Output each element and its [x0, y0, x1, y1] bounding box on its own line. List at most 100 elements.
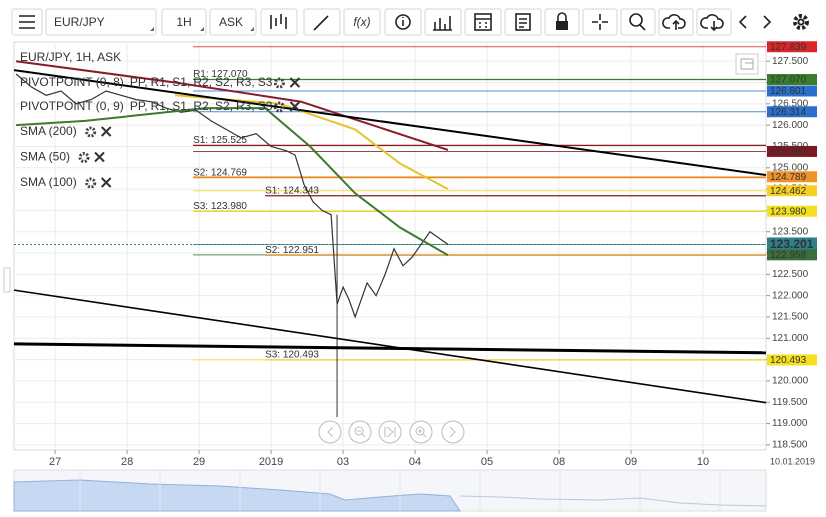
chart-type-button[interactable]: [260, 8, 298, 36]
legend-sma-name: SMA (50): [20, 150, 70, 164]
symbol-text: EUR/JPY: [54, 15, 105, 29]
legend-settings[interactable]: [273, 77, 285, 89]
popout-button[interactable]: [735, 53, 759, 75]
legend-pivot-item: R3,: [236, 99, 255, 113]
legend-pivot-name: PIVOTPOINT (0, 9): [20, 99, 124, 113]
x-corner-label: 10.01.2019: [770, 456, 815, 466]
price-tag: [767, 237, 817, 252]
next-button[interactable]: [758, 9, 778, 35]
crosshair-button[interactable]: [582, 8, 618, 36]
price-tag-label: 126.801: [770, 86, 807, 97]
calendar-button[interactable]: [464, 8, 502, 36]
nav-reset[interactable]: [378, 420, 402, 444]
y-tick-label: 122.000: [772, 290, 809, 301]
upload-button[interactable]: [658, 8, 694, 36]
toolbar: EUR/JPY 1H ASK f(x): [0, 0, 826, 40]
x-tick-label: 09: [625, 456, 637, 468]
price-tag: [767, 106, 817, 118]
settings-button[interactable]: [793, 14, 809, 30]
navigator: [13, 469, 767, 512]
legend-pivot-item: R1,: [151, 99, 170, 113]
nav-zoom-out[interactable]: [348, 420, 372, 444]
sma-line: [16, 107, 449, 257]
y-tick-label: 119.000: [772, 418, 808, 429]
side-text: ASK: [219, 15, 243, 29]
legend-settings[interactable]: [273, 101, 285, 113]
price-tag-label: 125.383: [770, 147, 807, 158]
pivot-label: S1: 125.525: [193, 135, 247, 146]
legend-sma-name: SMA (100): [20, 175, 77, 189]
notes-button[interactable]: [504, 8, 542, 36]
timeframe-text: 1H: [176, 15, 191, 29]
pivot-label: S1: 124.343: [265, 185, 319, 196]
y-tick-label: 127.500: [772, 56, 809, 67]
legend-pivot-item: R1,: [151, 75, 170, 89]
grid: [14, 42, 766, 450]
y-tick-label: 120.000: [772, 376, 809, 387]
timeframe-select[interactable]: 1H: [161, 8, 207, 36]
gear-icon: [273, 101, 285, 113]
zoom-button[interactable]: [620, 8, 656, 36]
price-tag-label: 126.314: [770, 107, 807, 118]
legend-pivot-item: S2,: [215, 99, 233, 113]
legend-remove[interactable]: [100, 177, 112, 188]
chart-navigation: [318, 420, 465, 444]
lock-button[interactable]: [544, 8, 580, 36]
legend-remove[interactable]: [94, 151, 105, 163]
info-button[interactable]: [384, 8, 422, 36]
side-handle[interactable]: [3, 267, 11, 293]
y-tick-label: 121.500: [772, 312, 809, 323]
pivot-label: R1: 127.070: [193, 69, 248, 80]
price-tag-label: 127.070: [770, 75, 807, 86]
legend-pivot-item: PP,: [130, 99, 148, 113]
function-text: f(x): [353, 15, 370, 29]
nav-zoom-in[interactable]: [409, 420, 433, 444]
nav-left[interactable]: [318, 420, 342, 444]
price-tag: [767, 171, 817, 183]
legend-remove[interactable]: [289, 101, 301, 112]
plot: R1: 127.070 S1: 125.525 S2: 124.769 S1: 124…: [13, 46, 767, 418]
price-tag-label: 120.493: [770, 355, 807, 366]
gear-icon[interactable]: [78, 152, 90, 163]
y-tick-label: 123.500: [772, 226, 809, 237]
draw-button[interactable]: [303, 8, 341, 36]
y-tick-label: 119.500: [772, 397, 808, 408]
y-tick-label: 126.000: [772, 120, 809, 131]
pivot-label: S2: 122.951: [265, 245, 319, 256]
legend-pivot-item: R2,: [193, 75, 212, 89]
symbol-select[interactable]: EUR/JPY: [45, 8, 157, 36]
gear-icon[interactable]: [85, 126, 97, 138]
trendline: [13, 342, 767, 355]
menu-button[interactable]: [11, 8, 43, 36]
legend-remove[interactable]: [289, 77, 301, 88]
side-select[interactable]: ASK: [209, 8, 257, 36]
download-button[interactable]: [696, 8, 732, 36]
legend-pivot-item: S1,: [172, 75, 190, 89]
x-tick-label: 2019: [259, 456, 283, 468]
function-button[interactable]: f(x): [343, 8, 381, 36]
pivot-label: S3: 123.980: [193, 201, 247, 212]
x-tick-label: 28: [121, 456, 133, 468]
nav-right[interactable]: [441, 420, 465, 444]
x-tick-label: 27: [49, 456, 61, 468]
price-tag-label: 123.201: [770, 237, 814, 251]
price-axis: 127.500127.000126.500126.000125.500125.0…: [49, 41, 817, 468]
x-tick-label: 29: [193, 456, 205, 468]
y-tick-label: 122.500: [772, 269, 809, 280]
prev-button[interactable]: [734, 9, 754, 35]
y-tick-label: 125.000: [772, 162, 809, 173]
pivot-label: S3: 120.493: [265, 350, 319, 361]
x-tick-label: 05: [481, 456, 493, 468]
pivot-label: S2: 124.769: [193, 167, 247, 178]
price-tag: [767, 74, 817, 86]
x-tick-label: 10: [697, 456, 709, 468]
price-tag: [767, 354, 817, 366]
gear-icon[interactable]: [85, 177, 97, 189]
y-tick-label: 118.500: [772, 440, 808, 451]
legend-pivot-item: S3: [258, 99, 273, 113]
legend-remove[interactable]: [100, 126, 112, 137]
indicator-button[interactable]: [424, 8, 462, 36]
plot-area: [13, 41, 767, 451]
y-tick-label: 126.500: [772, 98, 809, 109]
